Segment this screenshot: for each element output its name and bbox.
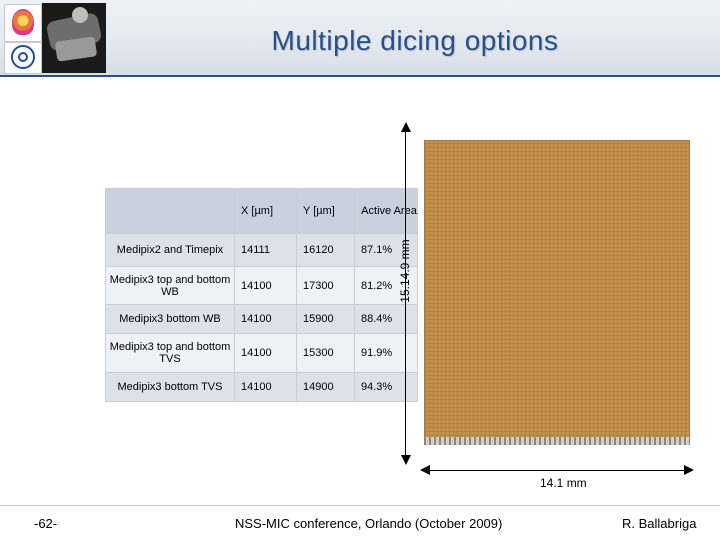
row-area: 87.1% [354, 233, 418, 267]
row-name: Medipix3 top and bottom WB [105, 266, 235, 305]
header-cell-y: Y [µm] [296, 188, 355, 234]
table-row: Medipix3 bottom TVS 14100 14900 94.3% [105, 372, 418, 402]
header-cell-x: X [µm] [234, 188, 297, 234]
arrow-up-icon [401, 122, 411, 132]
vertical-dimension-line [405, 128, 406, 460]
row-area: 94.3% [354, 372, 418, 402]
author-name: R. Ballabriga [622, 516, 697, 531]
conference-name: NSS-MIC conference, Orlando (October 200… [235, 516, 503, 531]
cern-logo [4, 42, 42, 74]
row-x: 14111 [234, 233, 297, 267]
horizontal-dimension-line [424, 470, 690, 471]
row-name: Medipix3 top and bottom TVS [105, 333, 235, 373]
row-x: 14100 [234, 333, 297, 373]
row-x: 14100 [234, 304, 297, 334]
medipix-logo [4, 4, 42, 42]
row-area: 88.4% [354, 304, 418, 334]
row-y: 16120 [296, 233, 355, 267]
row-area: 91.9% [354, 333, 418, 373]
table-row: Medipix3 top and bottom WB 14100 17300 8… [105, 266, 418, 305]
dicing-options-table: X [µm] Y [µm] Active Area Medipix2 and T… [105, 188, 418, 402]
footer-divider [0, 505, 720, 506]
row-area: 81.2% [354, 266, 418, 305]
table-row: Medipix3 top and bottom TVS 14100 15300 … [105, 333, 418, 373]
arrow-down-icon [401, 455, 411, 465]
row-y: 15900 [296, 304, 355, 334]
table-row: Medipix3 bottom WB 14100 15900 88.4% [105, 304, 418, 334]
slide-header [0, 0, 720, 75]
vertical-dimension-label: 15.14.9 mm [398, 239, 412, 303]
header-cell-area: Active Area [354, 188, 418, 234]
row-y: 17300 [296, 266, 355, 305]
row-y: 15300 [296, 333, 355, 373]
row-x: 14100 [234, 372, 297, 402]
arrow-right-icon [684, 465, 694, 475]
slide-title: Multiple dicing options [271, 25, 559, 56]
header-divider [0, 75, 720, 77]
row-x: 14100 [234, 266, 297, 305]
row-y: 14900 [296, 372, 355, 402]
arrow-left-icon [420, 465, 430, 475]
header-cell-name [105, 188, 235, 234]
row-name: Medipix2 and Timepix [105, 233, 235, 267]
chip-image [424, 140, 690, 445]
page-number: -62- [34, 516, 58, 531]
table-header-row: X [µm] Y [µm] Active Area [105, 188, 418, 234]
detector-photo [42, 3, 106, 73]
row-name: Medipix3 bottom TVS [105, 372, 235, 402]
table-row: Medipix2 and Timepix 14111 16120 87.1% [105, 233, 418, 267]
row-name: Medipix3 bottom WB [105, 304, 235, 334]
chip-bond-pads [424, 437, 690, 445]
vertical-dimension-label-box: 15.14.9 mm [395, 232, 415, 312]
horizontal-dimension-label: 14.1 mm [540, 476, 587, 490]
